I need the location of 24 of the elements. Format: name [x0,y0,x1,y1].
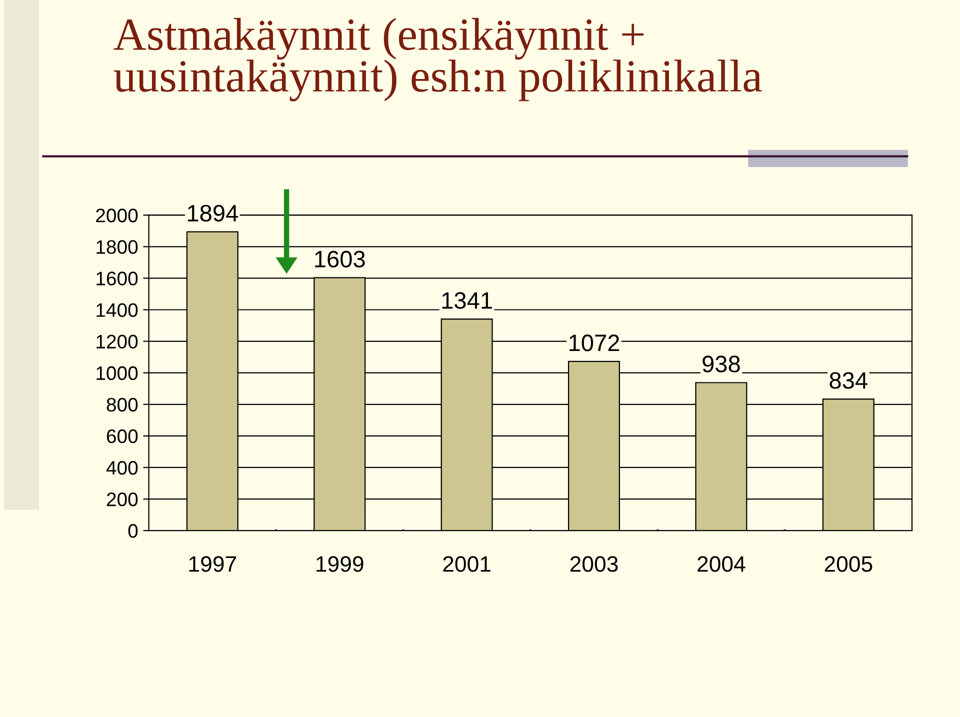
y-tick-label: 200 [106,492,138,506]
y-tick-label: 800 [106,398,138,412]
data-label: 1894 [188,204,238,222]
y-tick-label: 400 [106,460,138,475]
y-tick-label: 1200 [96,334,138,349]
y-tick-label: 0 [128,524,138,538]
y-tick-label: 600 [106,429,138,444]
x-tick-label: 2004 [698,556,746,572]
x-tick-label: 2005 [824,556,872,572]
data-label: 938 [702,356,740,372]
y-tick-label: 1800 [96,240,138,254]
y-tick-label: 1400 [96,303,138,317]
x-tick-label: 1999 [316,556,364,572]
y-tick-label: 2000 [96,208,138,222]
data-label: 1603 [315,250,365,268]
data-label: 834 [830,372,868,389]
y-tick-label: 1000 [96,366,138,380]
chart-title: Astmakäynnit (ensikäynnit + uusintakäynnit) esh:n poliklinikalla [114,18,762,102]
x-tick-label: 2001 [443,556,490,572]
y-tick-label: 1600 [96,272,138,286]
x-tick-label: 1997 [189,556,236,572]
data-label: 1072 [570,334,620,352]
data-label: 1341 [442,292,492,309]
x-tick-label: 2003 [570,556,618,572]
